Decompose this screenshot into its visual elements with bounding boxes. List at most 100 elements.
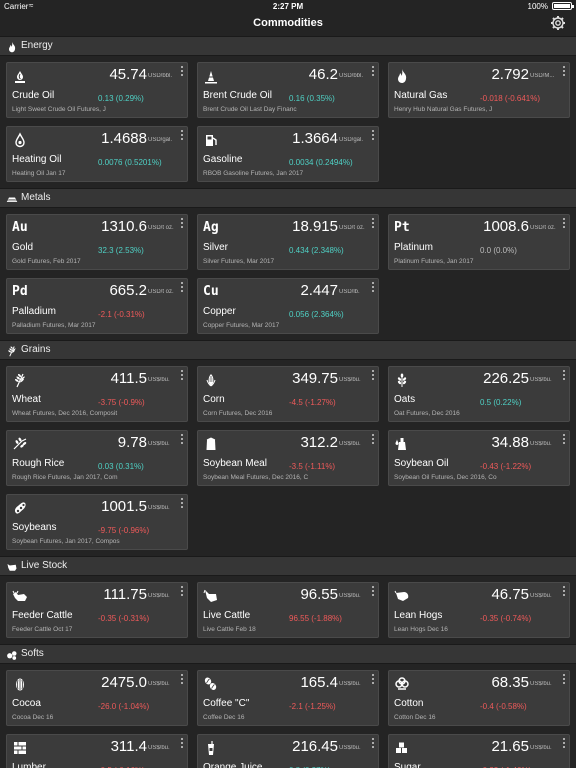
- more-options-icon[interactable]: [180, 586, 184, 597]
- commodity-name: Palladium: [12, 306, 56, 317]
- commodity-name: Lumber: [12, 762, 46, 768]
- nav-bar: Commodities: [0, 12, 576, 36]
- price-unit: US$/bu.: [148, 505, 170, 511]
- wheat-icon: [8, 346, 16, 357]
- contract-description: Platinum Futures, Jan 2017: [394, 258, 474, 265]
- price-value: 18.915: [292, 218, 338, 235]
- price-unit: US$/bu.: [339, 745, 361, 751]
- gear-icon[interactable]: [550, 15, 566, 31]
- more-options-icon[interactable]: [180, 674, 184, 685]
- rice-icon: [13, 437, 27, 450]
- more-options-icon[interactable]: [180, 434, 184, 445]
- price-unit: US$/bu.: [530, 593, 552, 599]
- more-options-icon[interactable]: [371, 130, 375, 141]
- commodity-card[interactable]: Cu 2.447 USD/lb. Copper 0.056 (2.364%) Copper…: [197, 278, 379, 334]
- commodity-card[interactable]: 96.55 US$/bu. Live Cattle 96.55 (-1.88%) Liv…: [197, 582, 379, 638]
- more-options-icon[interactable]: [180, 282, 184, 293]
- commodity-card[interactable]: 46.2 USD/bbl. Brent Crude Oil 0.16 (0.35%) B…: [197, 62, 379, 118]
- commodity-card[interactable]: 226.25 US$/bu. Oats 0.5 (0.22%) Oat Futures,…: [388, 366, 570, 422]
- price-change: 0.03 (0.31%): [98, 462, 144, 471]
- commodity-card[interactable]: 2475.0 US$/bu. Cocoa -26.0 (-1.04%) Cocoa De…: [6, 670, 188, 726]
- commodity-card[interactable]: 1001.5 US$/bu. Soybeans -9.75 (-0.96%) Soybe…: [6, 494, 188, 550]
- commodity-card[interactable]: 165.4 US$/bu. Coffee "C" -2.1 (-1.25%) Coffe…: [197, 670, 379, 726]
- price-unit: US$/bu.: [339, 681, 361, 687]
- more-options-icon[interactable]: [371, 218, 375, 229]
- price-change: 0.13 (0.29%): [98, 94, 144, 103]
- commodity-card[interactable]: 111.75 US$/bu. Feeder Cattle -0.35 (-0.31%)…: [6, 582, 188, 638]
- price-unit: USD/bbl.: [339, 73, 364, 79]
- battery-percent: 100%: [527, 2, 548, 11]
- more-options-icon[interactable]: [371, 282, 375, 293]
- section-header-softs: Softs: [0, 644, 576, 664]
- price-unit: USD/gal.: [339, 137, 364, 143]
- commodity-card[interactable]: 68.35 US$/bu. Cotton -0.4 (-0.58%) Cotton De…: [388, 670, 570, 726]
- section-header-energy: Energy: [0, 36, 576, 56]
- price-change: -2.1 (-1.25%): [289, 702, 336, 711]
- price-value: 165.4: [300, 674, 338, 691]
- more-options-icon[interactable]: [371, 586, 375, 597]
- commodity-name: Cotton: [394, 698, 424, 709]
- price-change: 0.8 (0.37%): [289, 766, 330, 768]
- more-options-icon[interactable]: [562, 218, 566, 229]
- contract-description: Heating Oil Jan 17: [12, 170, 66, 177]
- more-options-icon[interactable]: [180, 498, 184, 509]
- price-unit: US$/bu.: [530, 441, 552, 447]
- more-options-icon[interactable]: [562, 370, 566, 381]
- more-options-icon[interactable]: [371, 370, 375, 381]
- price-change: -4.5 (-1.27%): [289, 398, 336, 407]
- commodity-name: Copper: [203, 306, 236, 317]
- orange-juice-icon: [208, 741, 214, 755]
- more-options-icon[interactable]: [562, 674, 566, 685]
- commodity-card[interactable]: 45.74 USD/bbl. Crude Oil 0.13 (0.29%) Light …: [6, 62, 188, 118]
- commodity-card[interactable]: 46.75 US$/bu. Lean Hogs -0.35 (-0.74%) Lean …: [388, 582, 570, 638]
- commodity-card[interactable]: 1.4688 USD/gal. Heating Oil 0.0076 (0.5201%…: [6, 126, 188, 182]
- more-options-icon[interactable]: [562, 738, 566, 749]
- more-options-icon[interactable]: [371, 434, 375, 445]
- commodity-card[interactable]: Au 1310.6 USD/t oz. Gold 32.3 (2.53%) Gold Fu…: [6, 214, 188, 270]
- more-options-icon[interactable]: [562, 66, 566, 77]
- commodity-card[interactable]: 34.88 US$/bu. Soybean Oil -0.43 (-1.22%) Soy…: [388, 430, 570, 486]
- commodity-card[interactable]: 411.5 US$/bu. Wheat -3.75 (-0.9%) Wheat Futu…: [6, 366, 188, 422]
- price-unit: USD/lb.: [339, 289, 360, 295]
- commodity-card[interactable]: 1.3664 USD/gal. Gasoline 0.0034 (0.2494%) RB…: [197, 126, 379, 182]
- price-change: 0.056 (2.364%): [289, 310, 344, 319]
- contract-description: Soybean Futures, Jan 2017, Compos: [12, 538, 120, 545]
- commodity-card[interactable]: Pd 665.2 USD/t oz. Palladium -2.1 (-0.31%) Pa…: [6, 278, 188, 334]
- commodity-name: Soybeans: [12, 522, 57, 533]
- more-options-icon[interactable]: [371, 674, 375, 685]
- more-options-icon[interactable]: [562, 434, 566, 445]
- commodity-card[interactable]: 349.75 US$/bu. Corn -4.5 (-1.27%) Corn Futur…: [197, 366, 379, 422]
- more-options-icon[interactable]: [180, 738, 184, 749]
- price-change: -0.018 (-0.641%): [480, 94, 541, 103]
- metals-icon: [6, 197, 18, 202]
- commodity-card[interactable]: 311.4US$/bu. Lumber -0.5 (-0.16%): [6, 734, 188, 768]
- contract-description: Cocoa Dec 16: [12, 714, 54, 721]
- commodity-name: Cocoa: [12, 698, 41, 709]
- more-options-icon[interactable]: [180, 370, 184, 381]
- more-options-icon[interactable]: [180, 218, 184, 229]
- more-options-icon[interactable]: [371, 738, 375, 749]
- commodity-name: Live Cattle: [203, 610, 251, 621]
- soybean-meal-icon: [206, 437, 216, 450]
- commodity-card[interactable]: 312.2 US$/bu. Soybean Meal -3.5 (-1.11%) Soy…: [197, 430, 379, 486]
- status-bar: Carrier ≈ 2:27 PM 100%: [0, 0, 576, 12]
- more-options-icon[interactable]: [180, 130, 184, 141]
- cocoa-icon: [16, 678, 24, 691]
- commodity-card[interactable]: 2.792 USD/M... Natural Gas -0.018 (-0.641%)…: [388, 62, 570, 118]
- more-options-icon[interactable]: [180, 66, 184, 77]
- battery-icon: [552, 2, 574, 10]
- flame-icon: [9, 41, 16, 53]
- price-unit: USD/t oz.: [148, 225, 174, 231]
- more-options-icon[interactable]: [371, 66, 375, 77]
- commodity-card[interactable]: 9.78 US$/bu. Rough Rice 0.03 (0.31%) Rough R…: [6, 430, 188, 486]
- more-options-icon[interactable]: [562, 586, 566, 597]
- price-change: -3.5 (-1.11%): [289, 462, 336, 471]
- price-unit: USD/bbl.: [148, 73, 173, 79]
- price-change: 0.434 (2.348%): [289, 246, 344, 255]
- commodity-card[interactable]: Ag 18.915 USD/t oz. Silver 0.434 (2.348%) Sil…: [197, 214, 379, 270]
- price-unit: USD/t oz.: [339, 225, 365, 231]
- flame-icon: [398, 69, 407, 83]
- commodity-card[interactable]: Pt 1008.6 USD/t oz. Platinum 0.0 (0.0%) Plati…: [388, 214, 570, 270]
